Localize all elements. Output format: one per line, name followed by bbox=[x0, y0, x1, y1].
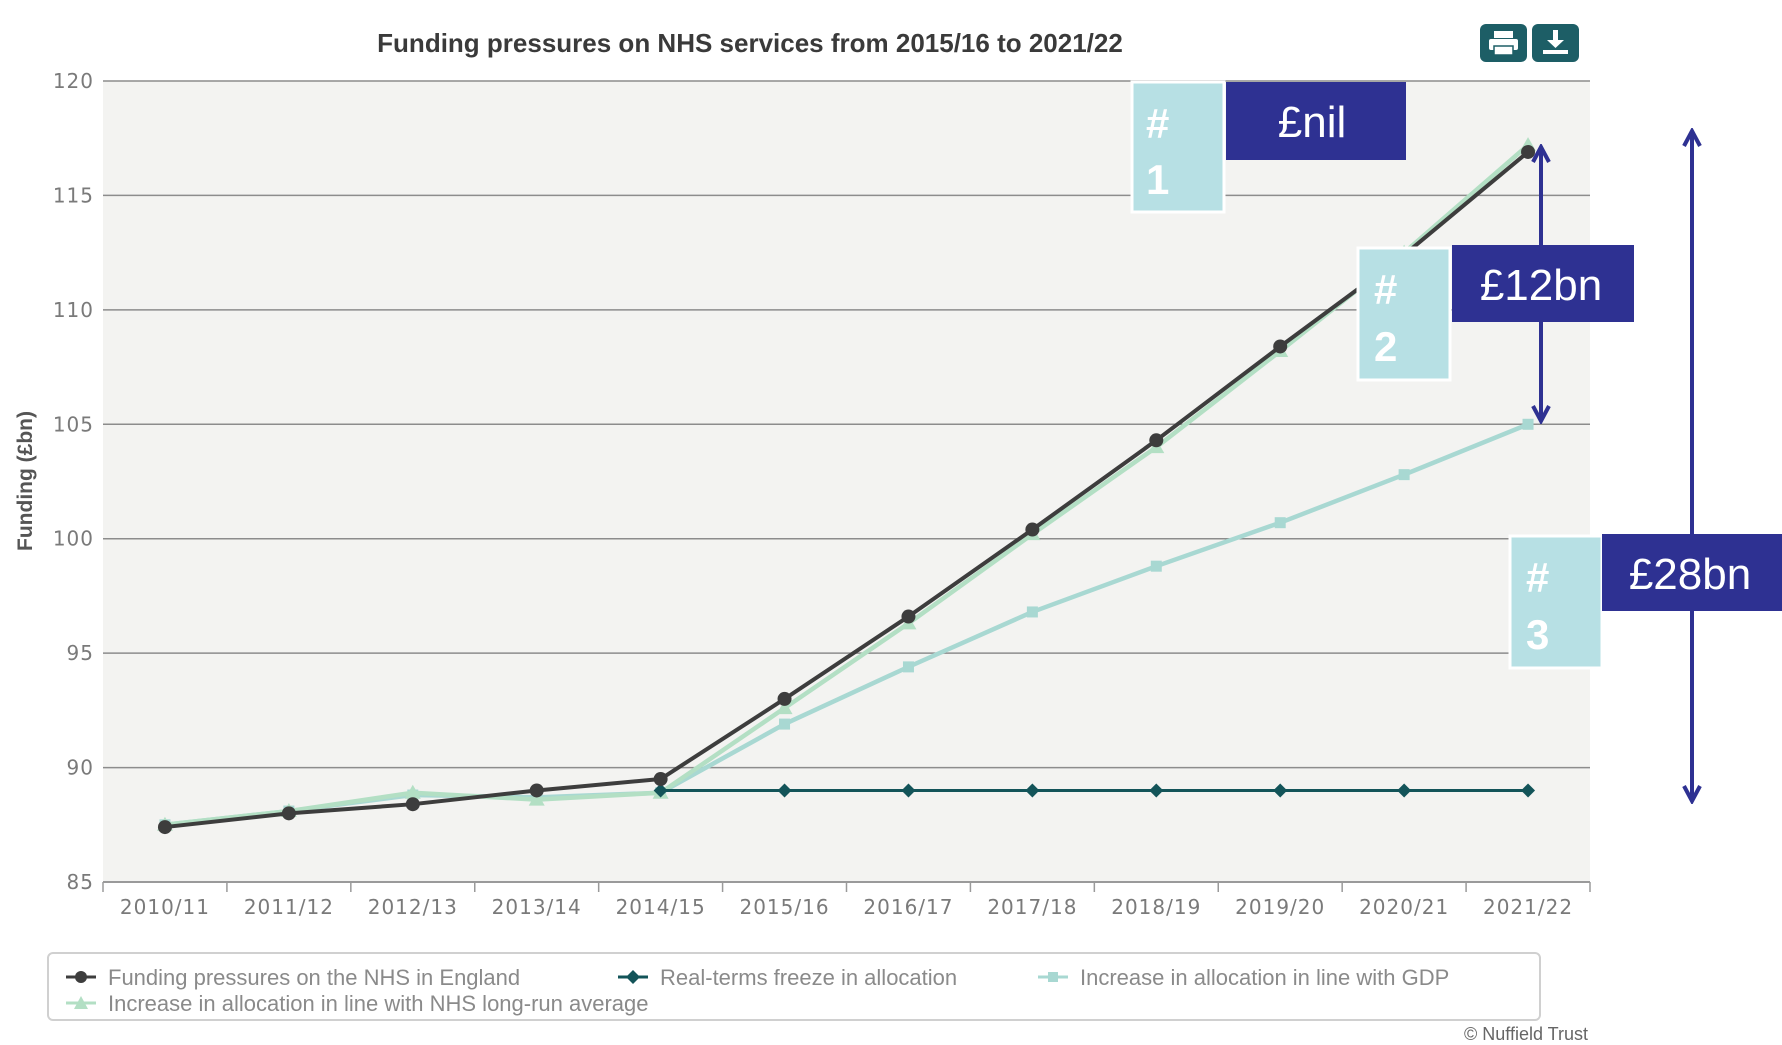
data-point[interactable] bbox=[777, 691, 792, 706]
gridlines bbox=[103, 80, 1590, 883]
legend-item-longrun[interactable]: Increase in allocation in line with NHS … bbox=[66, 991, 649, 1016]
data-point[interactable] bbox=[404, 784, 421, 799]
legend-label: Funding pressures on the NHS in England bbox=[108, 965, 520, 990]
y-tick-label: 105 bbox=[53, 412, 94, 436]
y-axis: 85 90 95 100 105 110 115 120 bbox=[53, 69, 94, 894]
data-point[interactable] bbox=[1026, 606, 1038, 618]
legend-label: Increase in allocation in line with GDP bbox=[1080, 965, 1449, 990]
series bbox=[156, 137, 1537, 835]
x-tick-label: 2021/22 bbox=[1483, 895, 1573, 919]
toolbar bbox=[1480, 24, 1579, 62]
data-point[interactable] bbox=[1521, 144, 1536, 159]
data-point[interactable] bbox=[1025, 522, 1040, 537]
y-tick-label: 115 bbox=[53, 183, 94, 207]
data-point[interactable] bbox=[901, 783, 916, 798]
data-point[interactable] bbox=[1273, 339, 1288, 354]
x-tick-label: 2012/13 bbox=[368, 895, 458, 919]
data-point[interactable] bbox=[1521, 783, 1536, 798]
data-point[interactable] bbox=[779, 718, 791, 730]
callout-box bbox=[1602, 534, 1782, 611]
credit-text: © Nuffield Trust bbox=[1464, 1024, 1588, 1044]
legend-label: Increase in allocation in line with NHS … bbox=[108, 991, 649, 1016]
legend-item-gdp[interactable]: Increase in allocation in line with GDP bbox=[1038, 965, 1449, 990]
legend-label: Real-terms freeze in allocation bbox=[660, 965, 957, 990]
data-point[interactable] bbox=[777, 783, 792, 798]
hash-number: 3 bbox=[1526, 611, 1549, 658]
y-tick-label: 100 bbox=[53, 527, 94, 551]
data-point[interactable] bbox=[901, 609, 916, 624]
data-point[interactable] bbox=[157, 820, 172, 835]
hash-box bbox=[1130, 80, 1226, 214]
download-button[interactable] bbox=[1532, 24, 1579, 62]
x-tick-label: 2013/14 bbox=[492, 895, 582, 919]
hash-number: 1 bbox=[1146, 156, 1169, 203]
y-tick-label: 85 bbox=[67, 870, 94, 894]
legend-frame bbox=[47, 952, 1541, 1021]
data-point[interactable] bbox=[1025, 783, 1040, 798]
callout-amount: £28bn bbox=[1629, 550, 1751, 599]
x-tick-label: 2017/18 bbox=[987, 895, 1077, 919]
printer-icon bbox=[1489, 31, 1518, 56]
series-2 bbox=[653, 783, 1536, 798]
legend: Funding pressures on the NHS in England … bbox=[47, 952, 1541, 1021]
callout-box bbox=[1226, 82, 1406, 160]
data-point[interactable] bbox=[1522, 418, 1534, 430]
data-point[interactable] bbox=[405, 797, 420, 812]
x-tick-label: 2014/15 bbox=[616, 895, 706, 919]
hash-box bbox=[1508, 534, 1604, 670]
annotation-1: # 1 £nil bbox=[1130, 80, 1406, 214]
data-point[interactable] bbox=[1274, 517, 1286, 529]
y-tick-label: 110 bbox=[53, 298, 94, 322]
y-axis-label: Funding (£bn) bbox=[14, 411, 37, 551]
callout-amount: £12bn bbox=[1480, 261, 1602, 310]
callout-amount: £nil bbox=[1278, 98, 1347, 147]
hash-box bbox=[1356, 246, 1452, 382]
data-point[interactable] bbox=[1150, 560, 1162, 572]
chart-title: Funding pressures on NHS services from 2… bbox=[377, 28, 1123, 58]
data-point[interactable] bbox=[653, 772, 668, 787]
hash-symbol: # bbox=[1526, 554, 1549, 601]
x-tick-label: 2010/11 bbox=[120, 895, 210, 919]
data-point[interactable] bbox=[528, 791, 545, 806]
series-1 bbox=[157, 144, 1536, 835]
hash-symbol: # bbox=[1146, 100, 1169, 147]
callout-box bbox=[1452, 245, 1634, 322]
data-point[interactable] bbox=[1397, 783, 1412, 798]
y-tick-label: 120 bbox=[53, 69, 94, 93]
x-tick-label: 2020/21 bbox=[1359, 895, 1449, 919]
data-point[interactable] bbox=[281, 806, 296, 821]
hash-number: 2 bbox=[1374, 323, 1397, 370]
x-tick-label: 2015/16 bbox=[739, 895, 829, 919]
data-point[interactable] bbox=[1149, 783, 1164, 798]
plot-area bbox=[103, 81, 1590, 882]
data-point[interactable] bbox=[1273, 783, 1288, 798]
annotation-3: # 3 £28bn bbox=[1508, 534, 1782, 670]
legend-item-pressures[interactable]: Funding pressures on the NHS in England bbox=[66, 965, 520, 990]
x-axis: 2010/11 2011/12 2012/13 2013/14 2014/15 2015/… bbox=[102, 881, 1591, 919]
data-point[interactable] bbox=[1149, 433, 1164, 448]
x-tick-label: 2016/17 bbox=[863, 895, 953, 919]
series-line bbox=[164, 143, 1530, 828]
data-point[interactable] bbox=[902, 661, 914, 673]
print-button[interactable] bbox=[1480, 24, 1527, 62]
x-tick-label: 2011/12 bbox=[244, 895, 334, 919]
legend-item-freeze[interactable]: Real-terms freeze in allocation bbox=[618, 965, 957, 990]
data-point[interactable] bbox=[1398, 469, 1410, 481]
download-icon bbox=[1543, 30, 1568, 54]
data-point[interactable] bbox=[653, 783, 668, 798]
x-tick-label: 2018/19 bbox=[1111, 895, 1201, 919]
y-tick-label: 95 bbox=[67, 641, 94, 665]
y-tick-label: 90 bbox=[67, 756, 94, 780]
x-tick-label: 2019/20 bbox=[1235, 895, 1325, 919]
annotation-2: # 2 £12bn bbox=[1356, 245, 1634, 382]
hash-symbol: # bbox=[1374, 266, 1397, 313]
data-point[interactable] bbox=[776, 700, 793, 715]
data-point[interactable] bbox=[529, 783, 544, 798]
series-line bbox=[164, 150, 1530, 830]
